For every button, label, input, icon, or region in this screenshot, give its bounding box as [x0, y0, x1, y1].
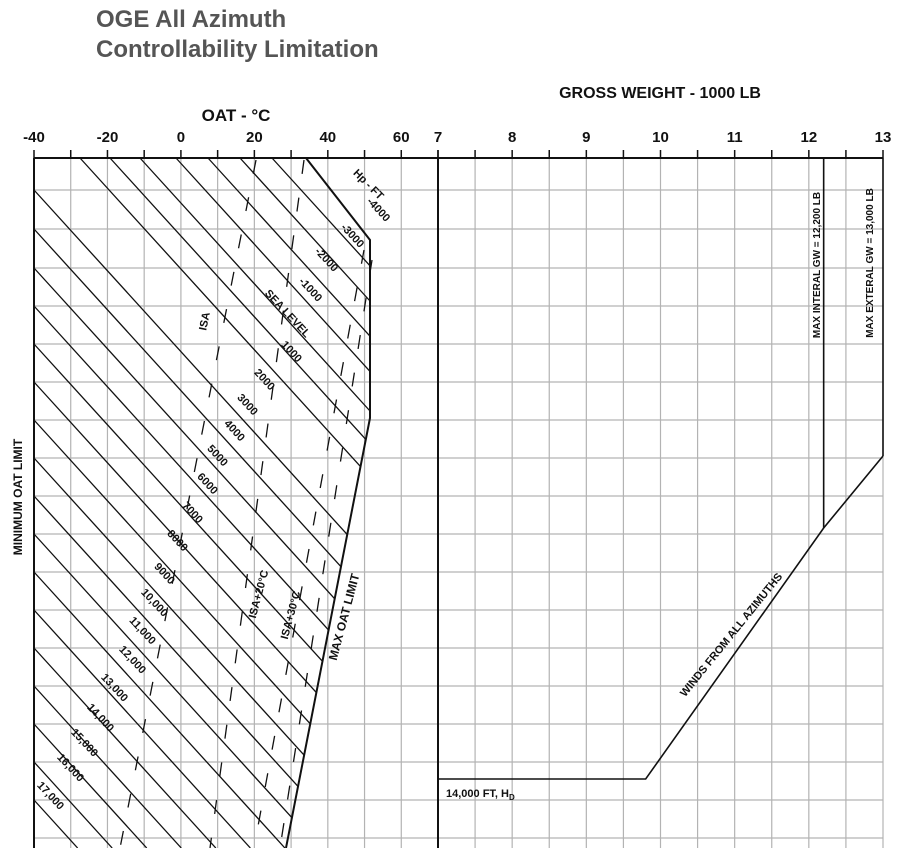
pressure-altitude-line: [33, 267, 336, 600]
pressure-altitude-line: [33, 305, 330, 631]
pressure-altitude-line: [33, 228, 342, 568]
max-internal-gw-label: MAX INTERAL GW = 12,200 LB: [812, 192, 823, 338]
pressure-altitude-label: 9000: [151, 561, 176, 587]
winds-label: WINDS FROM ALL AZIMUTHS: [678, 571, 785, 699]
pressure-altitude-line: [175, 157, 371, 372]
left-grid: [33, 150, 439, 848]
gross-weight-tick-label: 8: [508, 129, 516, 146]
max-oat-limit-line: [285, 157, 371, 848]
pressure-altitude-line: [33, 457, 305, 756]
pressure-altitude-line: [207, 157, 371, 337]
winds-from-all-azimuths-line: [438, 455, 884, 780]
chart-labels: OAT - °C GROSS WEIGHT - 1000 LB MINIMUM OA…: [11, 85, 876, 812]
density-altitude-subscript: D: [509, 793, 515, 802]
max-external-gw-label: MAX EXTERAL GW = 13,000 LB: [865, 188, 876, 338]
gross-weight-axis-label: GROSS WEIGHT - 1000 LB: [559, 85, 761, 102]
pressure-altitude-line: [33, 381, 317, 694]
isa-dashed-line: [279, 259, 373, 848]
pressure-altitude-line: [33, 609, 251, 848]
oat-tick-label: 20: [246, 129, 263, 146]
gross-weight-tick-label: 13: [875, 129, 892, 146]
pressure-altitude-line: [33, 343, 323, 662]
gross-weight-lines: [438, 158, 884, 780]
pressure-altitude-line: [33, 419, 311, 725]
oat-tick-label: -20: [97, 129, 119, 146]
pressure-altitude-line: [33, 647, 217, 848]
pressure-altitude-label: 15,000: [68, 727, 100, 760]
right-grid: [437, 150, 884, 848]
pressure-altitude-line: [33, 189, 348, 535]
pressure-altitude-line: [239, 157, 371, 302]
chart-title-line-1: OGE All Azimuth: [96, 6, 287, 33]
gross-weight-tick-label: 10: [652, 129, 669, 146]
pressure-altitude-label: -4000: [364, 196, 392, 225]
pressure-altitude-label: 7000: [179, 500, 204, 526]
gross-weight-tick-label: 11: [727, 129, 743, 146]
pressure-altitude-line: [33, 761, 113, 848]
density-altitude-label: 14,000 FT, HD: [446, 788, 515, 802]
isa-line-label: ISA+20°C: [247, 569, 271, 620]
pressure-altitude-line: [271, 157, 371, 267]
pressure-altitude-line: [33, 799, 79, 848]
isa-dashed-line: [209, 159, 305, 848]
oat-tick-label: 40: [319, 129, 336, 146]
pressure-altitude-label: 13,000: [98, 672, 130, 705]
gross-weight-tick-label: 12: [800, 129, 817, 146]
pressure-altitude-lines: [33, 157, 371, 848]
pressure-altitude-label: -1000: [296, 276, 324, 305]
isa-dashed-line: [253, 249, 365, 848]
pressure-altitude-line: [33, 495, 299, 787]
pressure-altitude-line: [33, 533, 293, 819]
pressure-altitude-line: [33, 685, 182, 848]
pressure-altitude-label: 11,000: [127, 615, 158, 647]
oat-tick-label: -40: [23, 129, 45, 146]
pressure-altitude-label: 14,000: [84, 702, 116, 735]
pressure-altitude-label: 17,000: [34, 780, 66, 813]
oat-tick-label: 0: [177, 129, 185, 146]
axis-tick-labels: -40 -20 0 20 40 60 7 8 9 10 11 12 13: [23, 129, 891, 146]
pressure-altitude-line: [79, 157, 361, 468]
pressure-altitude-line: [33, 571, 286, 848]
pressure-altitude-label: 6000: [194, 471, 219, 497]
chart-title-line-2: Controllability Limitation: [96, 36, 379, 63]
pressure-altitude-label: -2000: [312, 246, 340, 275]
isa-line-label: ISA+30°C: [279, 590, 303, 641]
oat-axis-label: OAT - °C: [202, 106, 271, 125]
gross-weight-tick-label: 9: [582, 129, 590, 146]
minimum-oat-limit-label: MINIMUM OAT LIMIT: [11, 438, 25, 555]
isa-dashed-line: [119, 159, 257, 848]
pressure-altitude-line: [33, 723, 148, 848]
gross-weight-tick-label: 7: [434, 129, 442, 146]
isa-line-label: ISA: [197, 311, 213, 331]
isa-lines: [119, 159, 373, 848]
hp-ft-label: Hp - FT: [350, 167, 385, 202]
pressure-altitude-label: SEA LEVEL: [262, 288, 312, 341]
pressure-altitude-line: [109, 157, 367, 440]
oat-tick-label: 60: [393, 129, 410, 146]
pressure-altitude-line: [139, 157, 371, 412]
